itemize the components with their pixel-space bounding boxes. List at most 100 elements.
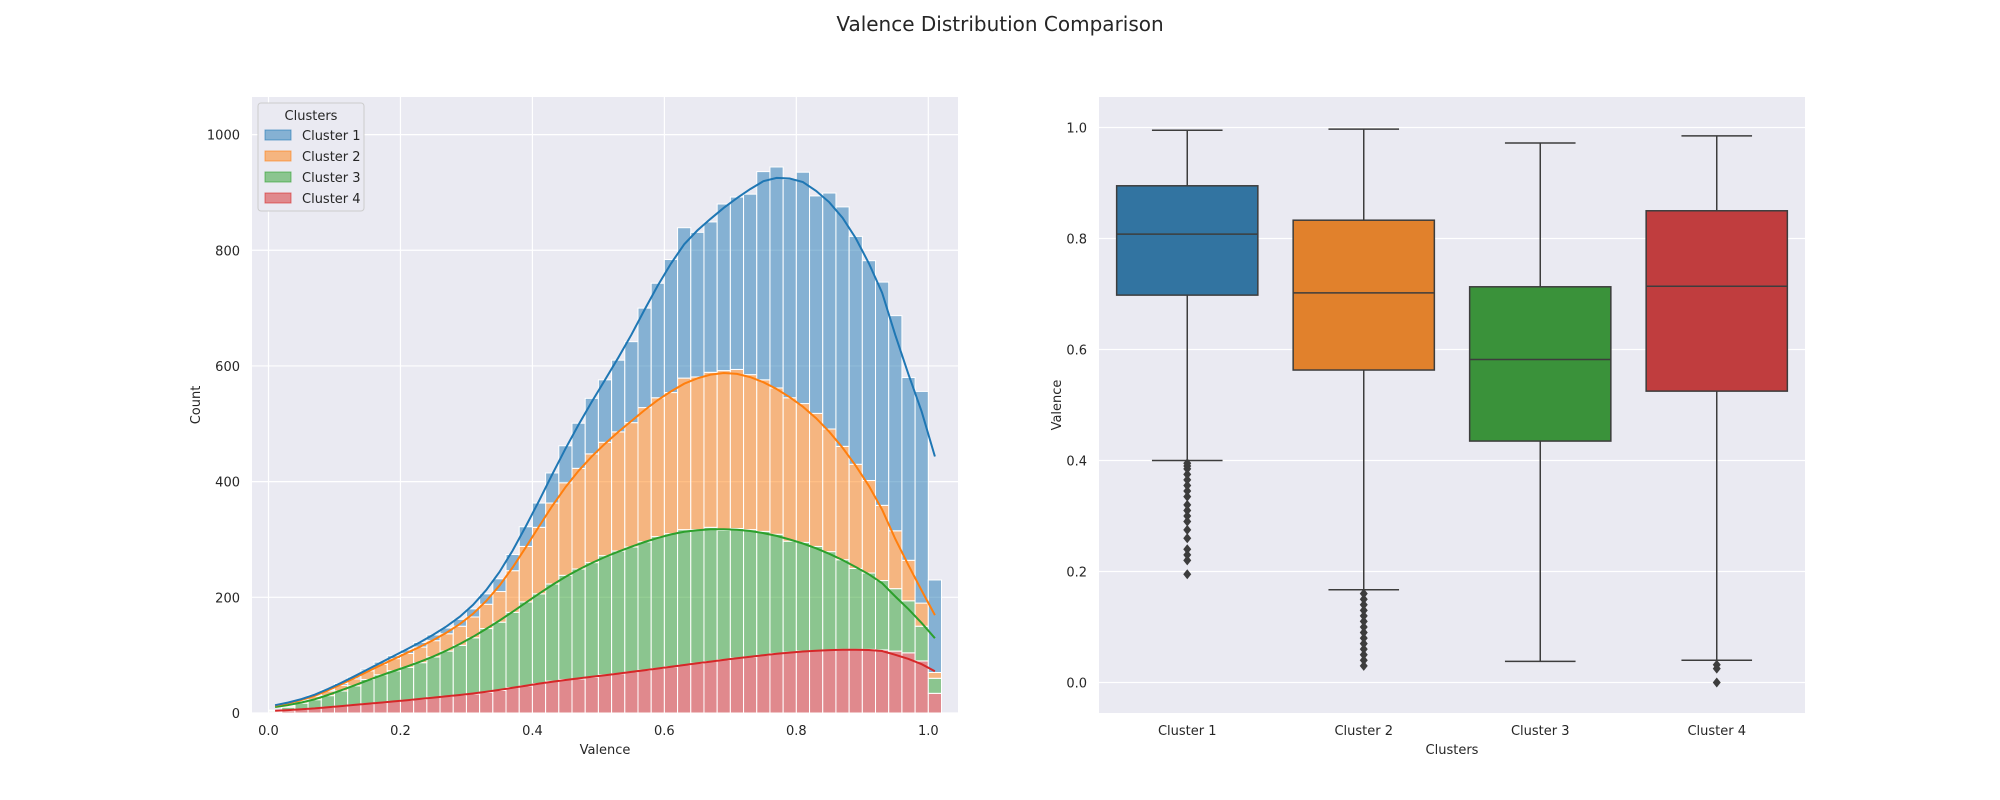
histogram-y-tick-label: 0 <box>232 707 240 722</box>
histogram-bar <box>333 690 349 707</box>
histogram-bar <box>426 656 441 698</box>
histogram-bar <box>439 695 454 714</box>
histogram-bar <box>769 166 784 389</box>
histogram-kde-line <box>275 648 936 712</box>
histogram-bar <box>901 652 916 714</box>
boxplot-outlier <box>1183 474 1192 485</box>
histogram-bar <box>637 669 652 714</box>
histogram-bar <box>531 526 547 595</box>
histogram-bar <box>703 661 718 714</box>
histogram-bar <box>386 700 401 714</box>
histogram-bar <box>571 568 586 680</box>
histogram-bar <box>637 307 652 409</box>
boxplot-outlier <box>1359 616 1368 627</box>
histogram-bar <box>558 574 573 680</box>
boxplot-outlier <box>1359 599 1368 610</box>
histogram-bar <box>518 685 533 714</box>
histogram-y-tick-label: 1000 <box>207 129 240 144</box>
boxplot-box <box>1292 219 1436 371</box>
histogram-bar <box>571 678 586 714</box>
boxplot-y-tick-label: 1.0 <box>1066 122 1087 137</box>
histogram-bar <box>822 192 837 430</box>
boxplot-outlier <box>1183 524 1192 535</box>
histogram-bar <box>927 579 943 674</box>
histogram-bar <box>650 282 665 399</box>
histogram-bar <box>479 691 494 714</box>
boxplot-outlier <box>1183 469 1192 480</box>
histogram-bar <box>756 530 771 656</box>
histogram-bar <box>795 541 811 652</box>
legend-swatch <box>264 171 292 183</box>
histogram-bar <box>835 206 850 447</box>
histogram-y-tick-label: 400 <box>215 476 240 491</box>
histogram-bar <box>584 453 599 564</box>
histogram-bar <box>690 529 705 664</box>
boxplot-outlier <box>1183 516 1192 527</box>
histogram-bar <box>809 195 824 414</box>
histogram-bar <box>822 649 837 714</box>
histogram-x-tick-label: 0.4 <box>522 724 543 739</box>
boxplot-x-tick-label: Cluster 3 <box>1511 724 1570 739</box>
histogram-bar <box>914 390 929 604</box>
boxplot-y-tick-label: 0.2 <box>1066 565 1087 580</box>
boxplot-outlier <box>1359 621 1368 632</box>
histogram-bar <box>703 526 718 663</box>
boxplot-outlier <box>1183 533 1192 544</box>
histogram-bar <box>479 593 494 605</box>
histogram-x-tick-label: 1.0 <box>918 724 939 739</box>
boxplot-outlier <box>1183 458 1192 469</box>
boxplot-outlier <box>1359 605 1368 616</box>
histogram-bar <box>584 397 599 455</box>
histogram-bar <box>663 666 679 714</box>
legend-title: Clusters <box>285 109 338 124</box>
histogram-bar <box>888 588 903 652</box>
boxplot-outlier <box>1359 594 1368 605</box>
histogram-bar <box>848 567 863 650</box>
histogram-bar <box>782 178 797 399</box>
histogram-bar <box>677 529 692 666</box>
boxplot-outlier <box>1183 499 1192 510</box>
boxplot-x-tick-label: Cluster 4 <box>1687 724 1746 739</box>
histogram-bar <box>426 696 441 714</box>
boxplot-y-tick-label: 0.4 <box>1066 454 1087 469</box>
histogram-bar <box>861 648 877 714</box>
boxplot-outlier <box>1183 549 1192 560</box>
histogram-bar <box>347 685 362 706</box>
histogram-y-tick-label: 600 <box>215 360 240 375</box>
histogram-bar <box>650 536 665 669</box>
histogram-bar <box>584 676 599 714</box>
boxplot-box <box>1468 286 1612 442</box>
histogram-bar <box>663 533 679 668</box>
histogram-bar <box>611 431 626 552</box>
histogram-bar <box>597 441 613 557</box>
boxplot-outlier <box>1712 659 1721 670</box>
histogram-bar <box>848 235 863 465</box>
histogram-bar <box>439 650 454 697</box>
histogram-bar <box>743 374 758 531</box>
boxplot-outlier <box>1359 610 1368 621</box>
histogram-bar <box>703 221 718 373</box>
histogram-bar <box>663 392 679 535</box>
histogram-bar <box>743 529 758 658</box>
histogram-bar <box>677 664 692 714</box>
histogram-bar <box>927 677 943 694</box>
histogram-bar <box>479 628 494 693</box>
histogram-bar <box>835 559 850 650</box>
histogram-bar <box>373 702 388 714</box>
histogram-bar <box>492 621 507 691</box>
histogram-legend: Clusters Cluster 1 Cluster 2 Cluster 3 Clus… <box>257 102 365 212</box>
histogram-bar <box>875 281 890 506</box>
histogram-bar <box>716 203 731 372</box>
histogram-x-tick-label: 0.6 <box>654 724 675 739</box>
boxplot-outlier <box>1183 544 1192 555</box>
figure-title: Valence Distribution Comparison <box>836 12 1163 36</box>
histogram-bar <box>782 540 797 653</box>
legend-swatch <box>264 192 292 204</box>
histogram-bar <box>795 171 811 405</box>
boxplot-outlier <box>1359 633 1368 644</box>
boxplot-outlier <box>1359 588 1368 599</box>
histogram-bar <box>518 601 533 687</box>
histogram-bar <box>875 649 890 714</box>
histogram-bar <box>809 545 824 652</box>
